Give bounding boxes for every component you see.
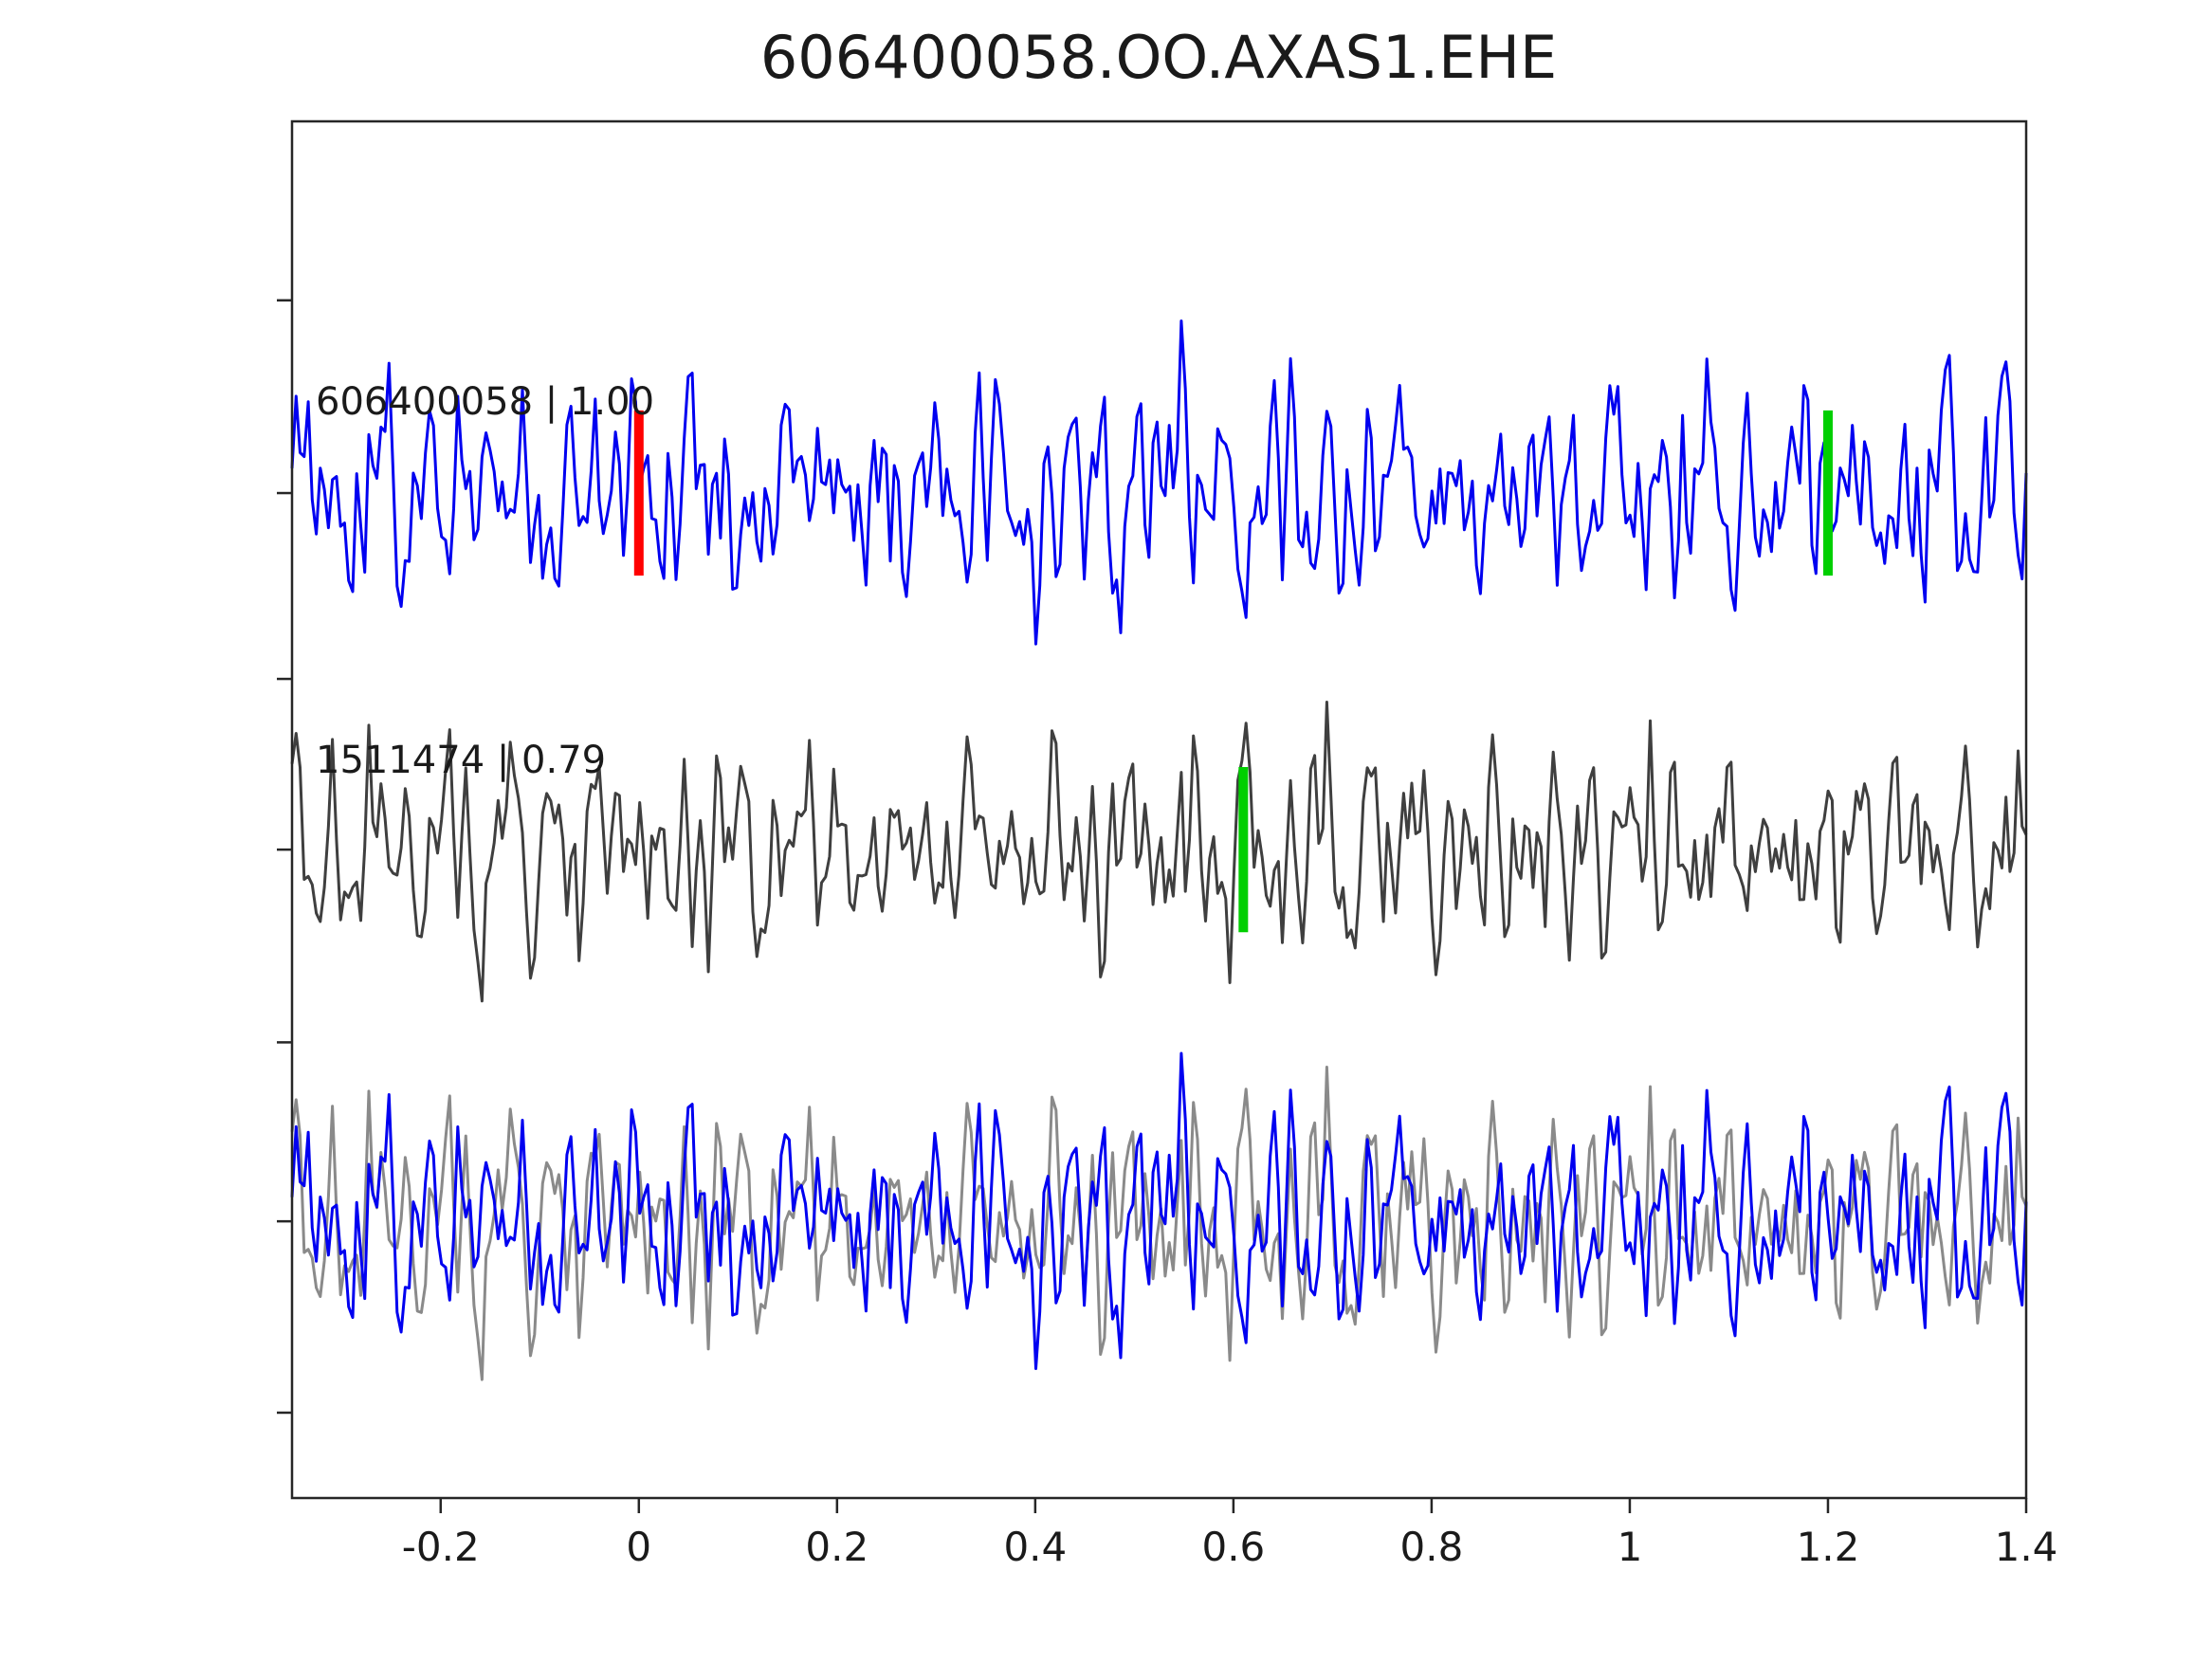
pick-markers-group [633, 410, 1833, 933]
x-axis-ticks: -0.2 0 0.2 0.4 0.6 0.8 1 1.2 1.4 [402, 1498, 2058, 1570]
x-tick-label: 0.2 [805, 1524, 868, 1570]
x-tick-label: 1.4 [1995, 1524, 2058, 1570]
x-tick-label: -0.2 [402, 1524, 480, 1570]
trace-template-606400058-waveform [290, 320, 2028, 646]
x-tick-label: 0.8 [1400, 1524, 1464, 1570]
y-axis-ticks [277, 299, 292, 1415]
x-tick-label: 1 [1618, 1524, 1643, 1570]
trace-label-template: 606400058 | 1.00 [316, 380, 654, 424]
trace-overlay-gray-waveform [290, 1066, 2028, 1381]
x-tick-label: 0.4 [1003, 1524, 1067, 1570]
x-tick-label: 0.6 [1201, 1524, 1265, 1570]
plot-border [290, 119, 2028, 1500]
x-tick-label: 1.2 [1797, 1524, 1860, 1570]
chart-title: 606400058.OO.AXAS1.EHE [760, 23, 1557, 92]
trace-overlay-blue-waveform [290, 1051, 2028, 1370]
x-tick-label: 0 [626, 1524, 651, 1570]
trace-label-detection: 1511474 | 0.79 [316, 739, 606, 782]
trace-detection-1511474-waveform [290, 701, 2028, 1003]
traces-group [290, 320, 2028, 1381]
